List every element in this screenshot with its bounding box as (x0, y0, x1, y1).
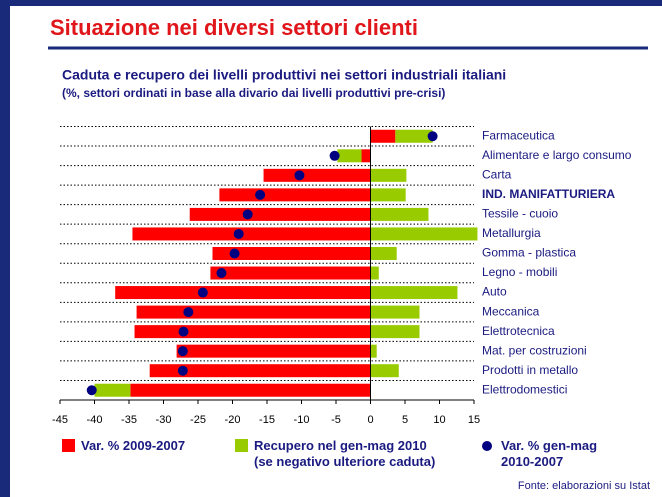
top-border (0, 0, 662, 6)
bar (219, 188, 371, 202)
x-tick-label: 10 (433, 414, 445, 426)
category-label: Farmaceutica (482, 128, 555, 142)
bar (370, 286, 458, 300)
bar (176, 344, 371, 358)
x-tick-label: 5 (402, 414, 408, 426)
bar (134, 325, 371, 339)
bar (370, 266, 379, 280)
bar (370, 207, 429, 221)
category-label: Elettrotecnica (482, 324, 555, 338)
bar (370, 344, 377, 358)
category-label: Alimentare e largo consumo (482, 148, 632, 162)
bar (370, 364, 399, 378)
dot (233, 228, 244, 239)
category-label: Elettrodomestici (482, 382, 567, 396)
slide-title: Situazione nei diversi settori clienti (50, 15, 418, 40)
category-label: Auto (482, 285, 507, 299)
category-label: Legno - mobili (482, 265, 557, 279)
x-tick-label: -5 (331, 414, 341, 426)
legend-label: Recupero nel gen-mag 2010 (se negativo u… (254, 438, 436, 469)
bar (370, 305, 420, 319)
x-tick-label: -45 (52, 414, 68, 426)
category-label: Prodotti in metallo (482, 363, 578, 377)
category-label: Tessile - cuoio (482, 207, 558, 221)
dot (216, 268, 227, 279)
bar (94, 383, 131, 397)
dot (255, 189, 266, 200)
legend-marker (482, 441, 492, 451)
bar (337, 149, 362, 163)
bar (370, 129, 396, 143)
legend-marker (62, 439, 75, 452)
source: Fonte: elaborazioni su Istat (518, 480, 650, 492)
dot (197, 287, 208, 298)
dot (183, 307, 194, 318)
bar (370, 188, 406, 202)
category-label: Metallurgia (482, 226, 541, 240)
bar (263, 168, 371, 182)
chart-title: Caduta e recupero dei livelli produttivi… (62, 67, 506, 83)
dot (177, 365, 188, 376)
category-label: Carta (482, 168, 512, 182)
legend-label: Var. % gen-mag 2010-2007 (501, 438, 598, 469)
x-tick-label: 15 (468, 414, 480, 426)
bar (136, 305, 371, 319)
bar (130, 383, 371, 397)
category-label: Meccanica (482, 304, 540, 318)
dot (294, 170, 305, 181)
x-tick-label: -35 (121, 414, 137, 426)
bar (189, 207, 371, 221)
bar (210, 266, 371, 280)
dot (86, 385, 97, 396)
dot (242, 209, 253, 220)
x-tick-label: -30 (156, 414, 172, 426)
chart-subtitle: (%, settori ordinati in base alla divari… (62, 86, 445, 100)
bar (361, 149, 371, 163)
bar (212, 246, 371, 260)
dot (329, 150, 340, 161)
category-label: IND. MANIFATTURIERA (482, 187, 615, 201)
x-tick-label: -20 (225, 414, 241, 426)
dot (229, 248, 240, 259)
bar (370, 325, 420, 339)
x-tick-label: -25 (190, 414, 206, 426)
bar (149, 364, 371, 378)
bar (395, 129, 433, 143)
dot (178, 326, 189, 337)
legend-marker (235, 439, 248, 452)
x-tick-label: -15 (259, 414, 275, 426)
bar (370, 227, 478, 241)
x-tick-label: -40 (87, 414, 103, 426)
category-label: Gomma - plastica (482, 246, 576, 260)
x-tick-label: 0 (367, 414, 373, 426)
bar (370, 168, 407, 182)
legend-label: Var. % 2009-2007 (81, 438, 186, 453)
x-tick-label: -10 (294, 414, 310, 426)
dot (177, 346, 188, 357)
bar (132, 227, 371, 241)
bar (115, 286, 371, 300)
bar (370, 246, 397, 260)
category-label: Mat. per costruzioni (482, 343, 587, 357)
left-border (0, 0, 10, 497)
dot (427, 131, 438, 142)
